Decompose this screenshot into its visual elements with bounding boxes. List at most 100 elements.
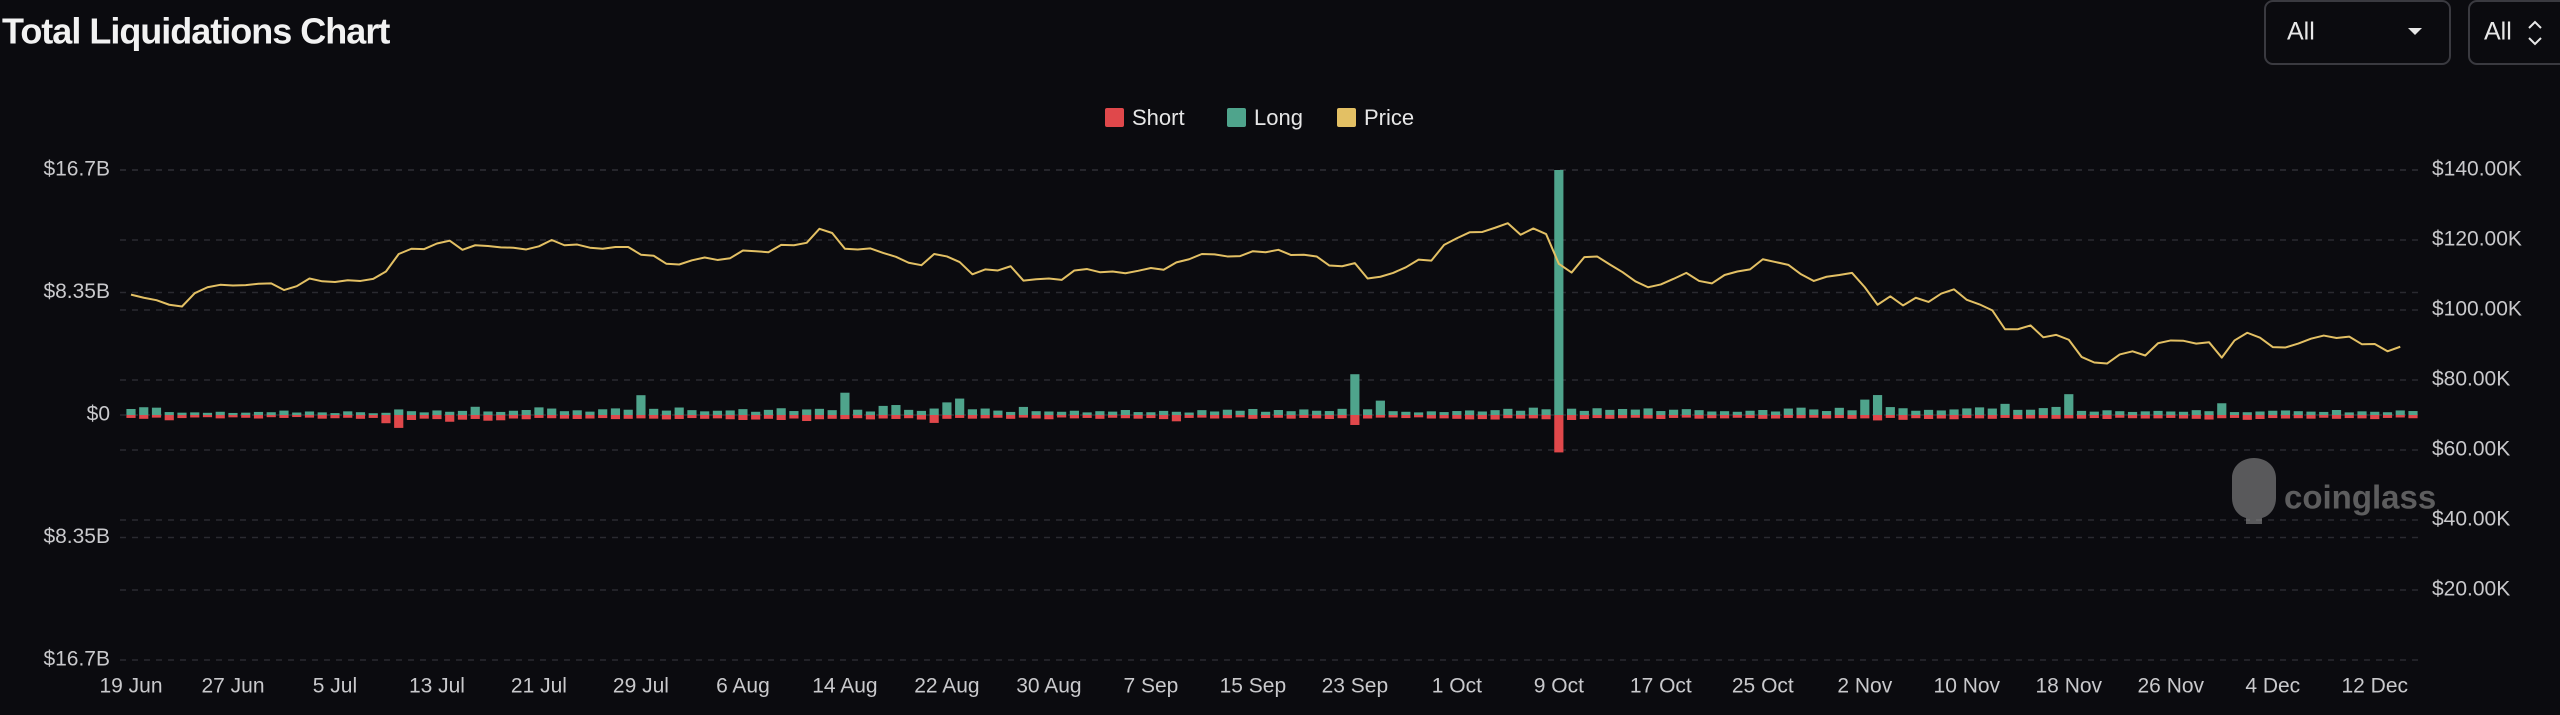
bar (164, 412, 174, 415)
bar (1681, 409, 1691, 415)
legend-label: Short (1132, 105, 1185, 130)
bar (2280, 410, 2291, 415)
bar (1414, 412, 1424, 415)
bar (1770, 415, 1781, 419)
bar (2331, 415, 2342, 419)
bar (738, 409, 748, 415)
bar (1898, 408, 1908, 415)
bar (827, 410, 837, 415)
bar (2064, 394, 2074, 415)
bar (1770, 411, 1781, 415)
dropdown-label[interactable]: All (2484, 18, 2512, 46)
bar (215, 411, 225, 415)
dropdown-label[interactable]: All (2287, 18, 2315, 46)
price-line (130, 222, 2401, 365)
bar (1337, 408, 1347, 415)
bar (2229, 415, 2240, 418)
bar (1962, 408, 1972, 415)
bar (1579, 410, 1589, 415)
bar (1643, 415, 1653, 419)
chart-title: Total Liquidations Chart (2, 11, 390, 52)
bar (2025, 415, 2036, 419)
bar (1031, 411, 1041, 415)
bar (470, 415, 480, 419)
bar (139, 415, 149, 419)
bar (2013, 415, 2023, 420)
bar (1656, 411, 1666, 415)
bar (292, 412, 302, 415)
bar (330, 415, 340, 419)
bar (955, 415, 965, 418)
x-tick-label: 6 Aug (716, 675, 770, 698)
bar (1018, 406, 1028, 415)
x-tick-label: 29 Jul (613, 675, 669, 698)
bar (865, 415, 876, 420)
bar (508, 410, 519, 415)
bar (1719, 415, 1730, 419)
bar (177, 412, 187, 415)
bar (674, 415, 684, 419)
x-tick-label: 25 Oct (1732, 675, 1794, 698)
bar (687, 410, 697, 415)
dropdown-box[interactable] (2264, 0, 2451, 65)
bar (164, 415, 174, 421)
bar (547, 415, 557, 419)
bar (1847, 410, 1857, 415)
dropdown[interactable]: All (2468, 0, 2560, 65)
bar (649, 408, 659, 415)
bar (1222, 415, 1232, 419)
bar (1605, 415, 1615, 419)
bar (2255, 415, 2265, 419)
bar (1567, 408, 1577, 415)
bar (1860, 399, 1870, 415)
bar (904, 409, 914, 415)
bar (661, 415, 672, 420)
bar (2076, 410, 2087, 415)
dropdown[interactable]: All (2264, 0, 2451, 65)
bar (1668, 415, 1679, 418)
bar (1401, 415, 1411, 419)
bar (432, 410, 442, 415)
legend-swatch (1105, 108, 1124, 127)
bar (2051, 406, 2061, 415)
bar (1159, 415, 1169, 420)
bar (1248, 408, 1258, 415)
bar (2178, 415, 2189, 419)
bar (1567, 415, 1577, 420)
bar (585, 415, 595, 419)
bar (980, 408, 990, 415)
bar (1592, 415, 1602, 419)
bar (1694, 415, 1704, 419)
bar (1184, 415, 1194, 418)
bar (1006, 415, 1016, 419)
bar (190, 415, 200, 418)
bar (1911, 415, 1921, 419)
bar (1120, 415, 1130, 419)
dropdown-box[interactable] (2468, 0, 2560, 65)
bar (2357, 415, 2367, 419)
bar (2344, 415, 2354, 419)
bar (1503, 415, 1513, 419)
bar (1069, 410, 1079, 415)
bar (1210, 415, 1220, 419)
x-tick-label: 22 Aug (914, 675, 979, 698)
bar (1439, 412, 1449, 415)
watermark: coinglass (2232, 458, 2436, 524)
bar (1758, 415, 1768, 419)
bar (636, 395, 646, 415)
bar (1796, 407, 1806, 415)
bar (865, 411, 876, 415)
bar (1108, 415, 1118, 418)
bar (1987, 408, 1997, 415)
bar (2242, 415, 2252, 420)
bar (853, 409, 863, 415)
bar (1949, 409, 1959, 415)
bar (1503, 408, 1513, 415)
bar (343, 411, 353, 415)
bar (700, 411, 710, 415)
bar (1350, 374, 1360, 415)
bar (1923, 415, 1934, 419)
bar (789, 411, 799, 415)
bar (2319, 415, 2329, 418)
